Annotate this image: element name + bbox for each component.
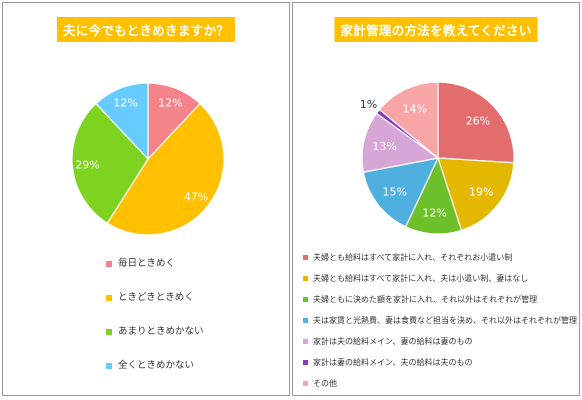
data-label: 12%	[113, 96, 137, 109]
data-label: 19%	[469, 186, 493, 199]
chart-title-right: 家計管理の方法を教えてください	[334, 17, 538, 42]
pie-slice	[437, 81, 515, 164]
legend-entry: 家計は妻の給料メイン、夫の給料は夫のもの	[303, 358, 577, 379]
pie-slice	[362, 157, 440, 228]
legend-entry: 夫婦ともに決めた額を家計に入れ、それ以外はそれぞれが管理	[303, 295, 577, 316]
legend-label: その他	[313, 379, 337, 388]
chart-panel-left: 夫に今でもときめきますか？ 12% 47% 29% 12% 毎日ときめくときどきときめ…	[2, 2, 290, 396]
data-label: 1%	[360, 98, 377, 111]
legend-label: 夫婦ともに決めた額を家計に入れ、それ以外はそれぞれが管理	[313, 295, 538, 304]
legend-entry: 全くときめかない	[106, 360, 204, 394]
legend-swatch	[303, 381, 308, 386]
data-label: 47%	[184, 190, 208, 203]
legend-entry: 夫婦とも給料はすべて家計に入れ、それぞれお小遣い制	[303, 253, 577, 274]
legend-swatch	[303, 276, 308, 281]
legend-label: あまりときめかない	[118, 326, 204, 337]
chart-title-left: 夫に今でもときめきますか？	[56, 17, 236, 42]
pie-slice	[106, 102, 225, 236]
legend-label: 夫は家賃と光熱費、妻は食費など担当を決め、それ以外はそれぞれが管理	[313, 316, 577, 325]
legend-entry: 夫婦とも給料はすべて家計に入れ、夫は小遣い制、妻はなし	[303, 274, 577, 295]
pie-slice	[361, 112, 440, 173]
legend-right: 夫婦とも給料はすべて家計に入れ、それぞれお小遣い制夫婦とも給料はすべて家計に入れ…	[303, 253, 577, 400]
legend-entry: あまりときめかない	[106, 326, 204, 360]
legend-swatch	[303, 255, 308, 260]
legend-swatch	[303, 297, 308, 302]
legend-entry: ときどきときめく	[106, 292, 204, 326]
legend-label: 夫婦とも給料はすべて家計に入れ、夫は小遣い制、妻はなし	[313, 274, 529, 283]
legend-left: 毎日ときめくときどきときめく あまりときめかない 全くときめかない	[106, 258, 204, 394]
pie-slice	[378, 81, 439, 160]
pie-slice	[95, 82, 149, 161]
pie-slice	[71, 102, 149, 224]
legend-swatch	[303, 318, 308, 323]
legend-label: 全くときめかない	[118, 360, 195, 371]
legend-label: ときどきときめく	[118, 292, 194, 303]
data-label: 14%	[402, 102, 426, 115]
legend-entry: 毎日ときめく	[106, 258, 204, 292]
legend-swatch	[106, 295, 112, 301]
data-label: 15%	[383, 186, 407, 199]
data-label: 26%	[466, 115, 490, 128]
data-label: 29%	[75, 159, 99, 172]
data-label: 12%	[158, 96, 182, 109]
legend-swatch	[106, 261, 112, 267]
legend-entry: 夫は家賃と光熱費、妻は食費など担当を決め、それ以外はそれぞれが管理	[303, 316, 577, 337]
pie-slice	[437, 157, 515, 232]
legend-entry: その他	[303, 379, 577, 400]
legend-swatch	[303, 360, 308, 365]
legend-swatch	[106, 329, 112, 335]
data-label: 13%	[372, 140, 396, 153]
legend-entry: 家計は夫の給料メイン、妻の給料は妻のもの	[303, 337, 577, 358]
legend-swatch	[303, 339, 308, 344]
legend-label: 家計は妻の給料メイン、夫の給料は夫のもの	[313, 358, 473, 367]
pie-chart-left: 12% 47% 29% 12%	[71, 82, 225, 236]
legend-label: 家計は夫の給料メイン、妻の給料は妻のもの	[313, 337, 473, 346]
data-label: 12%	[422, 207, 446, 220]
chart-panel-right: 家計管理の方法を教えてください 26% 19% 12% 15% 13% 1% 14% 夫婦と…	[292, 2, 580, 396]
legend-label: 夫婦とも給料はすべて家計に入れ、それぞれお小遣い制	[313, 253, 513, 262]
pie-chart-right: 26% 19% 12% 15% 13% 1% 14%	[360, 81, 515, 235]
legend-label: 毎日ときめく	[118, 258, 176, 269]
legend-swatch	[106, 363, 112, 369]
